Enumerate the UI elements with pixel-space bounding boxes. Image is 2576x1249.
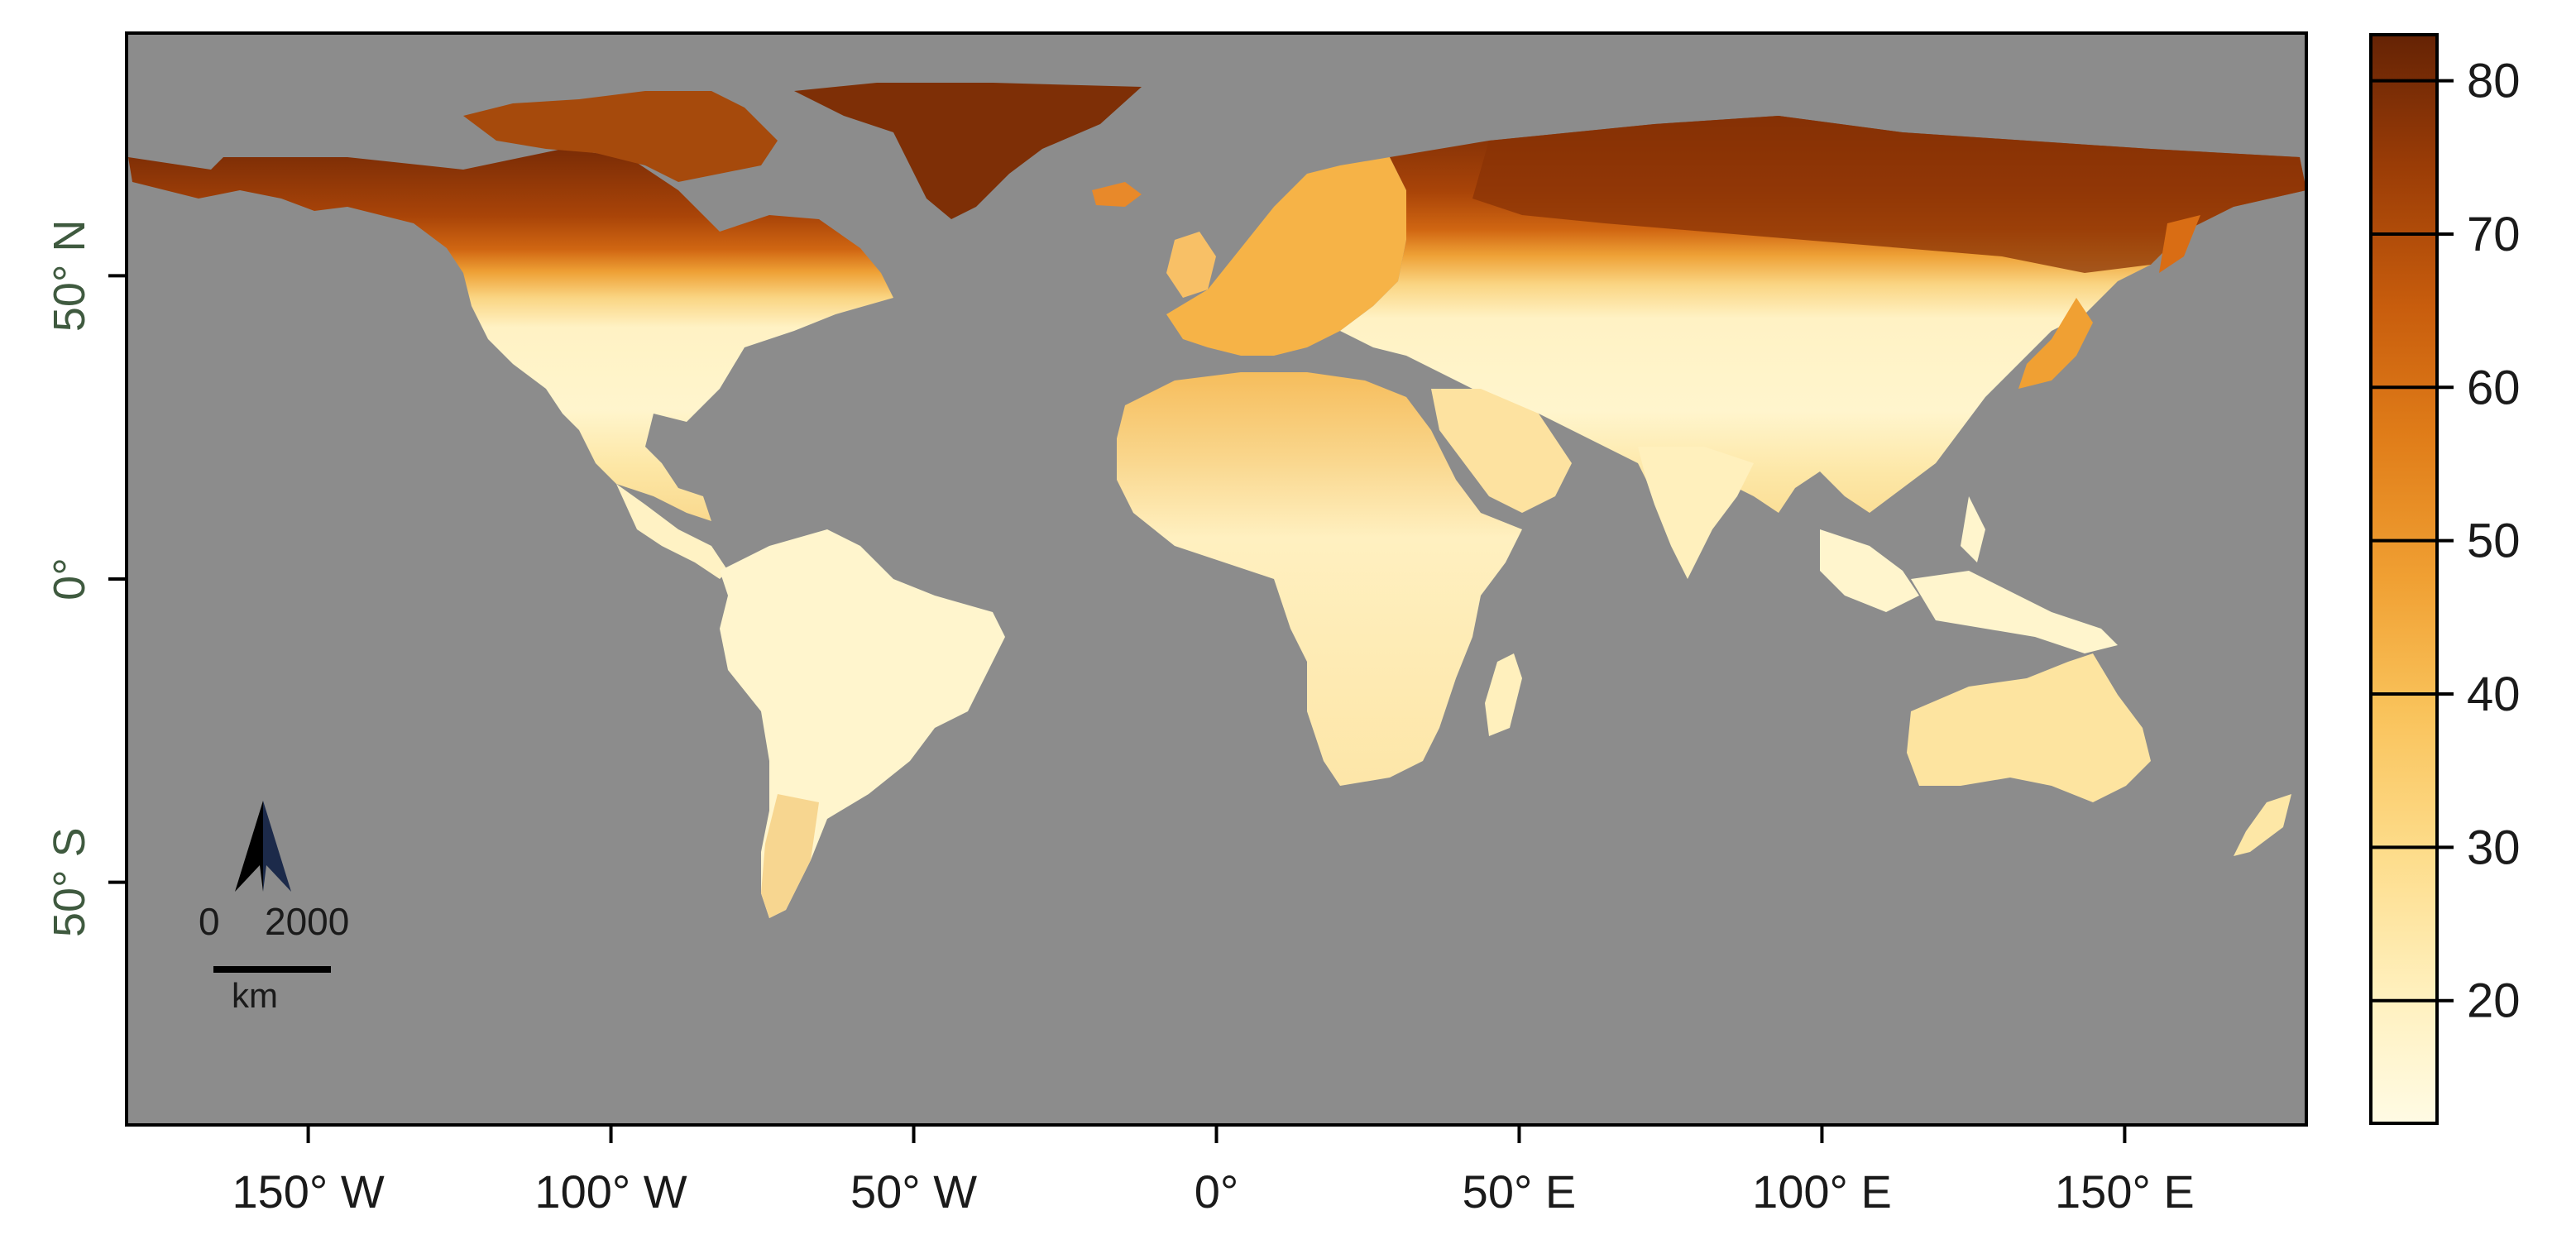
central-america-landmass — [616, 484, 728, 579]
y-tick-label: 50° N — [45, 219, 94, 332]
longitude-axis: 150° W 100° W 50° W 0° 50° E 100° E 150° E — [232, 1125, 2195, 1218]
europe-landmass — [1166, 157, 1406, 356]
scale-bar-start-label: 0 — [199, 900, 220, 943]
southeast-asia-islands — [1820, 496, 2118, 653]
new-zealand — [2234, 794, 2291, 856]
iceland — [1092, 182, 1142, 207]
x-tick-label: 150° W — [232, 1165, 384, 1218]
scale-bar: 0 2000 km — [199, 900, 349, 1015]
madagascar — [1485, 653, 1522, 736]
scale-bar-line — [213, 966, 331, 973]
north-arrow-icon — [235, 801, 291, 892]
kamchatka — [2159, 215, 2200, 273]
x-tick-label: 100° W — [534, 1165, 687, 1218]
colorbar-gradient — [2369, 33, 2439, 1125]
siberia-region — [1472, 116, 2306, 273]
scale-bar-end-label: 2000 — [265, 900, 349, 943]
australia-landmass — [1907, 653, 2151, 802]
colorbar-ticks: 20 30 40 50 60 70 80 — [2371, 55, 2521, 1028]
x-tick-label: 0° — [1195, 1165, 1239, 1218]
greenland-landmass — [794, 83, 1142, 219]
colorbar-tick-label: 40 — [2467, 668, 2521, 721]
latitude-axis: 50° N 0° 50° S — [45, 219, 127, 937]
arabia-landmass — [1431, 389, 1572, 513]
africa-landmass — [1117, 372, 1522, 786]
patagonia-landmass — [761, 794, 819, 918]
x-tick-label: 100° E — [1752, 1165, 1892, 1218]
colorbar: 20 30 40 50 60 70 80 — [2369, 33, 2521, 1125]
y-tick-label: 50° S — [45, 827, 94, 937]
arctic-archipelago — [463, 91, 778, 182]
india-landmass — [1638, 447, 1754, 579]
north-america-landmass — [128, 149, 893, 521]
colorbar-tick-label: 50 — [2467, 514, 2521, 568]
x-tick-label: 50° E — [1463, 1165, 1577, 1218]
x-tick-label: 50° W — [850, 1165, 977, 1218]
british-isles — [1166, 232, 1216, 298]
y-tick-label: 0° — [45, 558, 94, 601]
land-masses — [128, 83, 2306, 918]
colorbar-tick-label: 30 — [2467, 821, 2521, 874]
colorbar-tick-label: 70 — [2467, 208, 2521, 261]
x-tick-label: 150° E — [2055, 1165, 2195, 1218]
colorbar-tick-label: 20 — [2467, 974, 2521, 1028]
scale-bar-unit-label: km — [232, 976, 278, 1015]
japan — [2018, 298, 2093, 389]
colorbar-tick-label: 60 — [2467, 361, 2521, 414]
colorbar-tick-label: 80 — [2467, 55, 2521, 108]
